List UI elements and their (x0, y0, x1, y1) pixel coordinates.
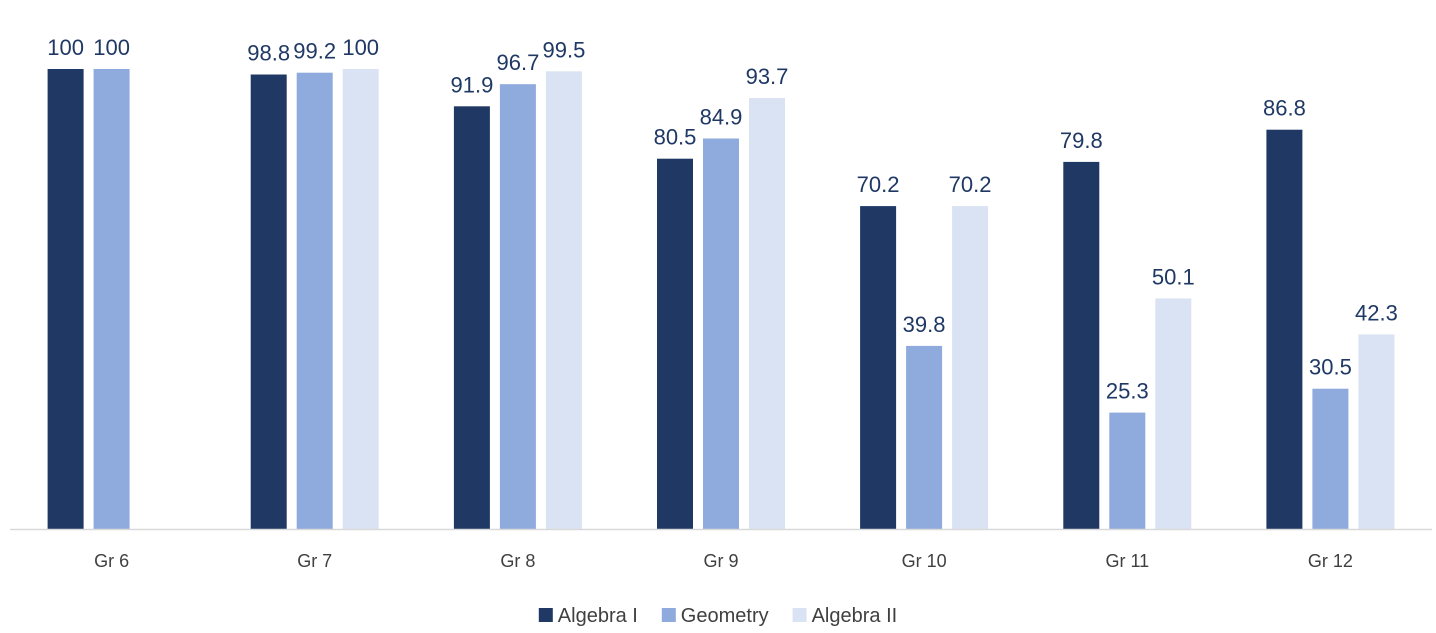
bar-geometry-gr-7 (296, 72, 333, 529)
bar-geometry-gr-8 (499, 84, 536, 529)
bar-algebra-i-gr-9 (657, 158, 693, 529)
bar-geometry-gr-11 (1109, 412, 1146, 529)
data-label-algebra-ii-gr-12: 42.3 (1355, 300, 1398, 325)
data-label-algebra-ii-gr-9: 93.7 (746, 64, 789, 89)
bar-algebra-ii-gr-8 (545, 71, 582, 530)
data-label-geometry-gr-6: 100 (93, 35, 130, 60)
category-label-gr-11: Gr 11 (1105, 551, 1149, 571)
bar-algebra-ii-gr-12 (1358, 334, 1395, 529)
data-label-geometry-gr-8: 96.7 (496, 50, 539, 75)
data-label-geometry-gr-9: 84.9 (700, 105, 743, 130)
bars (47, 69, 1395, 530)
bar-geometry-gr-10 (906, 345, 943, 529)
bar-algebra-i-gr-10 (860, 206, 897, 529)
data-label-algebra-i-gr-11: 79.8 (1060, 128, 1103, 153)
bar-algebra-ii-gr-10 (952, 206, 989, 529)
bar-algebra-i-gr-12 (1266, 129, 1303, 529)
data-label-algebra-i-gr-10: 70.2 (857, 172, 900, 197)
category-labels: Gr 6 Gr 7 Gr 8 Gr 9 Gr 10 Gr 11 Gr 12 (94, 551, 1353, 571)
bar-algebra-i-gr-7 (250, 74, 287, 529)
bar-algebra-ii-gr-11 (1155, 298, 1192, 529)
legend-label-algebra-i: Algebra I (558, 605, 638, 627)
data-label-algebra-ii-gr-11: 50.1 (1152, 265, 1195, 290)
bar-algebra-ii-gr-7 (342, 69, 379, 529)
legend-swatch-geometry (661, 608, 676, 622)
data-label-algebra-i-gr-7: 98.8 (247, 41, 290, 66)
legend-label-algebra-ii: Algebra II (812, 605, 898, 627)
bar-algebra-i-gr-6 (47, 69, 84, 529)
category-label-gr-9: Gr 9 (703, 551, 738, 571)
data-label-geometry-gr-10: 39.8 (903, 312, 946, 337)
data-label-algebra-i-gr-12: 86.8 (1263, 96, 1306, 121)
category-label-gr-6: Gr 6 (94, 551, 129, 571)
legend-label-geometry: Geometry (681, 605, 769, 627)
data-label-geometry-gr-12: 30.5 (1309, 355, 1352, 380)
bar-geometry-gr-12 (1312, 388, 1349, 529)
category-label-gr-7: Gr 7 (297, 551, 332, 571)
value-labels: 100 100 98.8 99.2 10091.996.799.580.584.993.… (47, 35, 1398, 404)
data-label-algebra-ii-gr-10: 70.2 (949, 172, 992, 197)
legend-swatch-algebra-ii (792, 608, 807, 622)
category-label-gr-12: Gr 12 (1308, 551, 1353, 571)
bar-algebra-i-gr-11 (1063, 161, 1100, 529)
bar-algebra-ii-gr-9 (749, 98, 785, 529)
bar-algebra-i-gr-8 (453, 106, 490, 530)
data-label-algebra-i-gr-6: 100 (47, 35, 84, 60)
bar-geometry-gr-9 (703, 138, 739, 529)
legend-swatch-algebra-i (538, 608, 553, 622)
data-label-algebra-ii-gr-7: 100 (342, 35, 379, 60)
bar-geometry-gr-6 (93, 69, 130, 529)
category-label-gr-10: Gr 10 (902, 551, 947, 571)
data-label-algebra-i-gr-8: 91.9 (450, 72, 493, 97)
category-label-gr-8: Gr 8 (500, 551, 535, 571)
data-label-geometry-gr-11: 25.3 (1106, 379, 1149, 404)
legend: Algebra I Geometry Algebra II (538, 605, 898, 627)
data-label-algebra-ii-gr-8: 99.5 (542, 37, 585, 62)
data-label-algebra-i-gr-9: 80.5 (654, 125, 697, 150)
data-label-geometry-gr-7: 99.2 (293, 39, 336, 64)
